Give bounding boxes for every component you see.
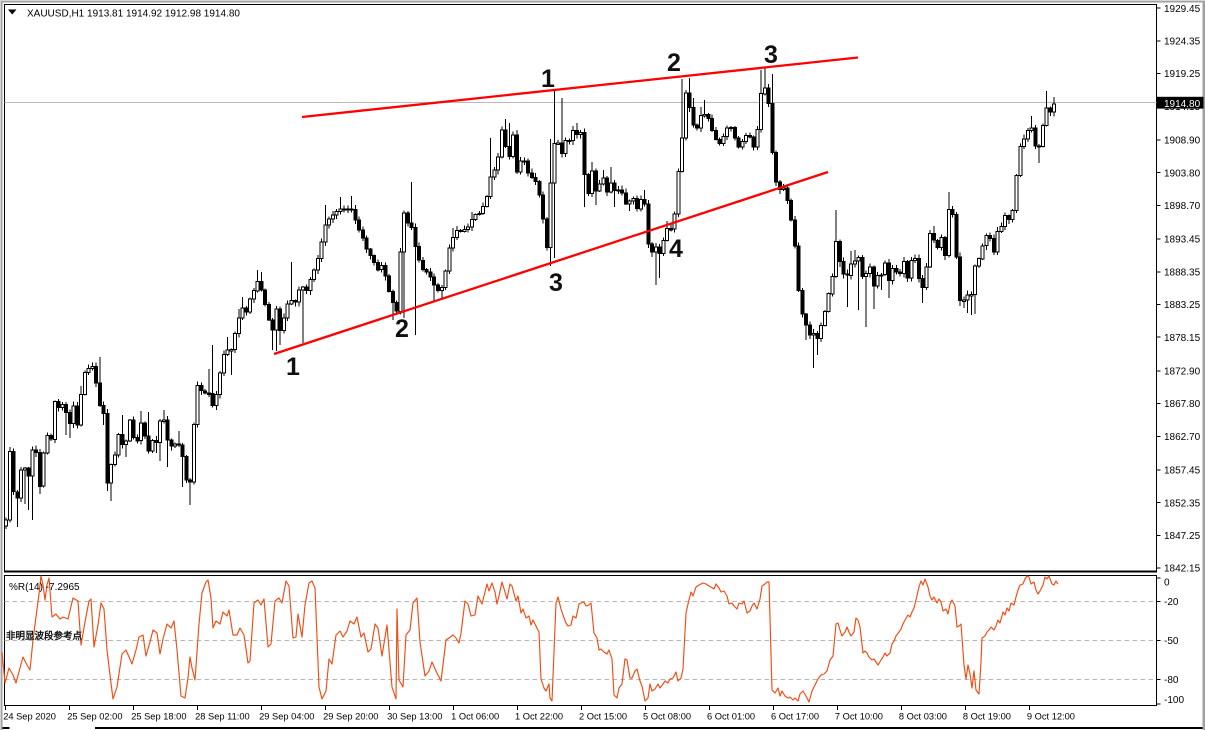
svg-text:6 Oct 17:00: 6 Oct 17:00	[771, 712, 819, 722]
svg-text:1 Oct 22:00: 1 Oct 22:00	[515, 712, 563, 722]
svg-text:1908.90: 1908.90	[1164, 136, 1201, 147]
svg-text:1: 1	[286, 353, 300, 381]
svg-text:-50: -50	[1164, 636, 1179, 647]
svg-text:1929.45: 1929.45	[1164, 4, 1201, 15]
svg-text:1919.25: 1919.25	[1164, 69, 1201, 80]
svg-text:6 Oct 01:00: 6 Oct 01:00	[707, 712, 755, 722]
svg-text:24 Sep 2020: 24 Sep 2020	[3, 712, 56, 722]
svg-text:1883.25: 1883.25	[1164, 300, 1201, 311]
svg-text:1878.15: 1878.15	[1164, 333, 1201, 344]
svg-text:1 Oct 06:00: 1 Oct 06:00	[451, 712, 499, 722]
svg-text:2 Oct 15:00: 2 Oct 15:00	[579, 712, 627, 722]
svg-text:1867.80: 1867.80	[1164, 399, 1201, 410]
svg-text:9 Oct 12:00: 9 Oct 12:00	[1027, 712, 1075, 722]
svg-text:8 Oct 19:00: 8 Oct 19:00	[963, 712, 1011, 722]
svg-text:1852.35: 1852.35	[1164, 498, 1201, 509]
svg-text:1888.35: 1888.35	[1164, 267, 1201, 278]
svg-text:2: 2	[667, 49, 681, 77]
svg-text:0: 0	[1164, 578, 1170, 589]
svg-text:29 Sep 04:00: 29 Sep 04:00	[259, 712, 314, 722]
svg-text:1872.90: 1872.90	[1164, 367, 1201, 378]
svg-text:XAUUSD,H1 1913.81 1914.92 191: XAUUSD,H1 1913.81 1914.92 1912.98 1914.8…	[27, 9, 240, 20]
svg-text:30 Sep 13:00: 30 Sep 13:00	[387, 712, 442, 722]
svg-text:1893.45: 1893.45	[1164, 235, 1201, 246]
svg-text:25 Sep 02:00: 25 Sep 02:00	[67, 712, 122, 722]
svg-text:4: 4	[669, 235, 683, 263]
svg-text:1903.80: 1903.80	[1164, 168, 1201, 179]
svg-text:非明显波段参考点: 非明显波段参考点	[6, 630, 83, 642]
svg-text:29 Sep 20:00: 29 Sep 20:00	[323, 712, 378, 722]
svg-text:1842.15: 1842.15	[1164, 564, 1201, 575]
svg-text:28 Sep 11:00: 28 Sep 11:00	[195, 712, 250, 722]
svg-text:5 Oct 08:00: 5 Oct 08:00	[643, 712, 691, 722]
svg-text:1862.70: 1862.70	[1164, 432, 1201, 443]
svg-text:-100: -100	[1164, 695, 1184, 706]
svg-text:25 Sep 18:00: 25 Sep 18:00	[131, 712, 186, 722]
svg-text:%R(14) -7.2965: %R(14) -7.2965	[9, 582, 80, 593]
svg-text:1914.80: 1914.80	[1164, 99, 1201, 110]
svg-text:8 Oct 03:00: 8 Oct 03:00	[899, 712, 947, 722]
svg-text:3: 3	[549, 269, 563, 297]
svg-text:1857.45: 1857.45	[1164, 466, 1201, 477]
svg-text:1847.25: 1847.25	[1164, 531, 1201, 542]
svg-text:2: 2	[395, 315, 409, 343]
svg-text:-80: -80	[1164, 675, 1179, 686]
svg-text:3: 3	[764, 41, 778, 69]
svg-text:7 Oct 10:00: 7 Oct 10:00	[835, 712, 883, 722]
svg-text:-20: -20	[1164, 597, 1179, 608]
svg-text:1898.70: 1898.70	[1164, 201, 1201, 212]
svg-text:1924.35: 1924.35	[1164, 37, 1201, 48]
svg-text:1: 1	[541, 65, 555, 93]
